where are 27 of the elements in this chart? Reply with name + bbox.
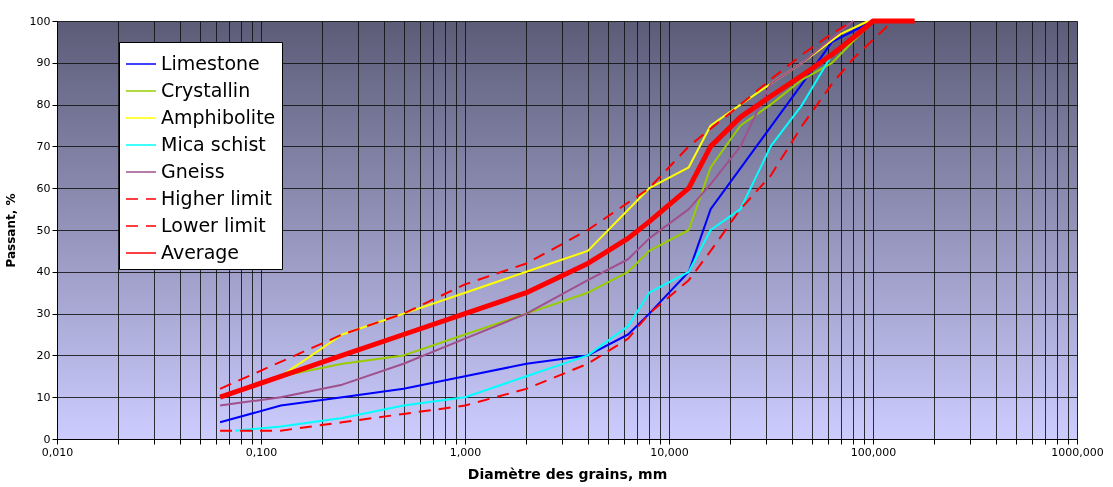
legend-label: Average bbox=[161, 241, 240, 263]
legend-label: Higher limit bbox=[161, 187, 273, 209]
x-tick-label: 100,000 bbox=[850, 445, 897, 459]
y-tick-label: 30 bbox=[36, 307, 51, 321]
legend-label: Gneiss bbox=[161, 160, 225, 182]
x-tick-label: 10,000 bbox=[650, 445, 689, 459]
x-tick-label: 0,010 bbox=[41, 445, 74, 459]
x-tick-label: 0,100 bbox=[245, 445, 278, 459]
y-tick-label: 0 bbox=[43, 432, 51, 446]
y-tick-label: 60 bbox=[36, 181, 51, 195]
y-tick-label: 100 bbox=[29, 14, 51, 28]
x-axis-title: Diamètre des grains, mm bbox=[467, 465, 668, 482]
legend-label: Crystallin bbox=[161, 79, 251, 101]
y-tick-label: 20 bbox=[36, 348, 51, 362]
legend-label: Mica schist bbox=[161, 133, 266, 155]
y-tick-label: 80 bbox=[36, 98, 51, 112]
legend-label: Limestone bbox=[161, 52, 260, 74]
y-tick-label: 50 bbox=[36, 223, 51, 237]
y-tick-label: 40 bbox=[36, 265, 51, 279]
y-tick-label: 70 bbox=[36, 139, 51, 153]
y-tick-label: 10 bbox=[36, 390, 51, 404]
y-axis-title: Passant, % bbox=[3, 193, 18, 268]
x-tick-label: 1,000 bbox=[449, 445, 482, 459]
legend-label: Lower limit bbox=[161, 214, 266, 236]
x-tick-label: 1000,000 bbox=[1051, 445, 1104, 459]
legend-label: Amphibolite bbox=[161, 106, 276, 128]
y-tick-label: 90 bbox=[36, 56, 51, 70]
